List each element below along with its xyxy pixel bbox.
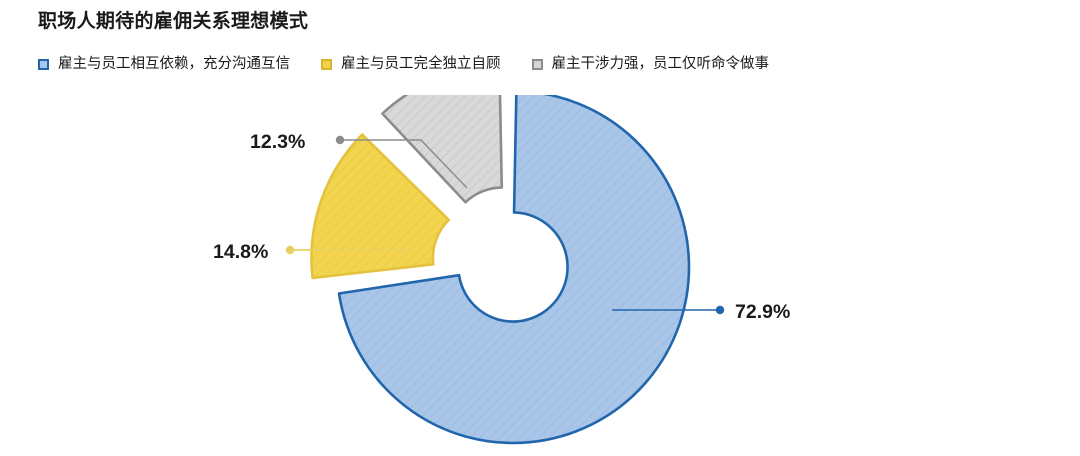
legend-swatch-gray: [531, 58, 543, 70]
legend-swatch-yellow: [321, 58, 332, 70]
leader-line-blue: [612, 305, 725, 315]
chart-legend: 雇主与员工相互依赖，充分沟通互信 雇主与员工完全独立自顾 雇主干涉力强，员工仅听…: [38, 57, 769, 72]
leader-line-yellow: [285, 245, 408, 255]
pie-slice-gray[interactable]: [381, 95, 504, 204]
pct-label-gray: 12.3%: [250, 131, 305, 153]
leader-line-gray: [335, 135, 468, 189]
legend-label-blue: 雇主与员工相互依赖，充分沟通互信: [58, 56, 290, 72]
legend-item-yellow[interactable]: 雇主与员工完全独立自顾: [321, 57, 501, 72]
legend-item-gray[interactable]: 雇主干涉力强，员工仅听命令做事: [531, 56, 770, 72]
pct-label-blue: 72.9%: [735, 301, 790, 323]
legend-label-yellow: 雇主与员工完全独立自顾: [341, 56, 501, 72]
pie-slice-blue[interactable]: [337, 95, 691, 445]
pie-slice-yellow[interactable]: [310, 133, 450, 280]
donut-chart-plot: 72.9% 14.8% 12.3%: [213, 95, 790, 445]
page-title: 职场人期待的雇佣关系理想模式: [38, 11, 309, 32]
legend-swatch-blue: [38, 58, 49, 70]
legend-item-blue[interactable]: 雇主与员工相互依赖，充分沟通互信: [38, 57, 290, 72]
pct-label-yellow: 14.8%: [213, 241, 268, 263]
legend-label-gray: 雇主干涉力强，员工仅听命令做事: [551, 56, 770, 72]
